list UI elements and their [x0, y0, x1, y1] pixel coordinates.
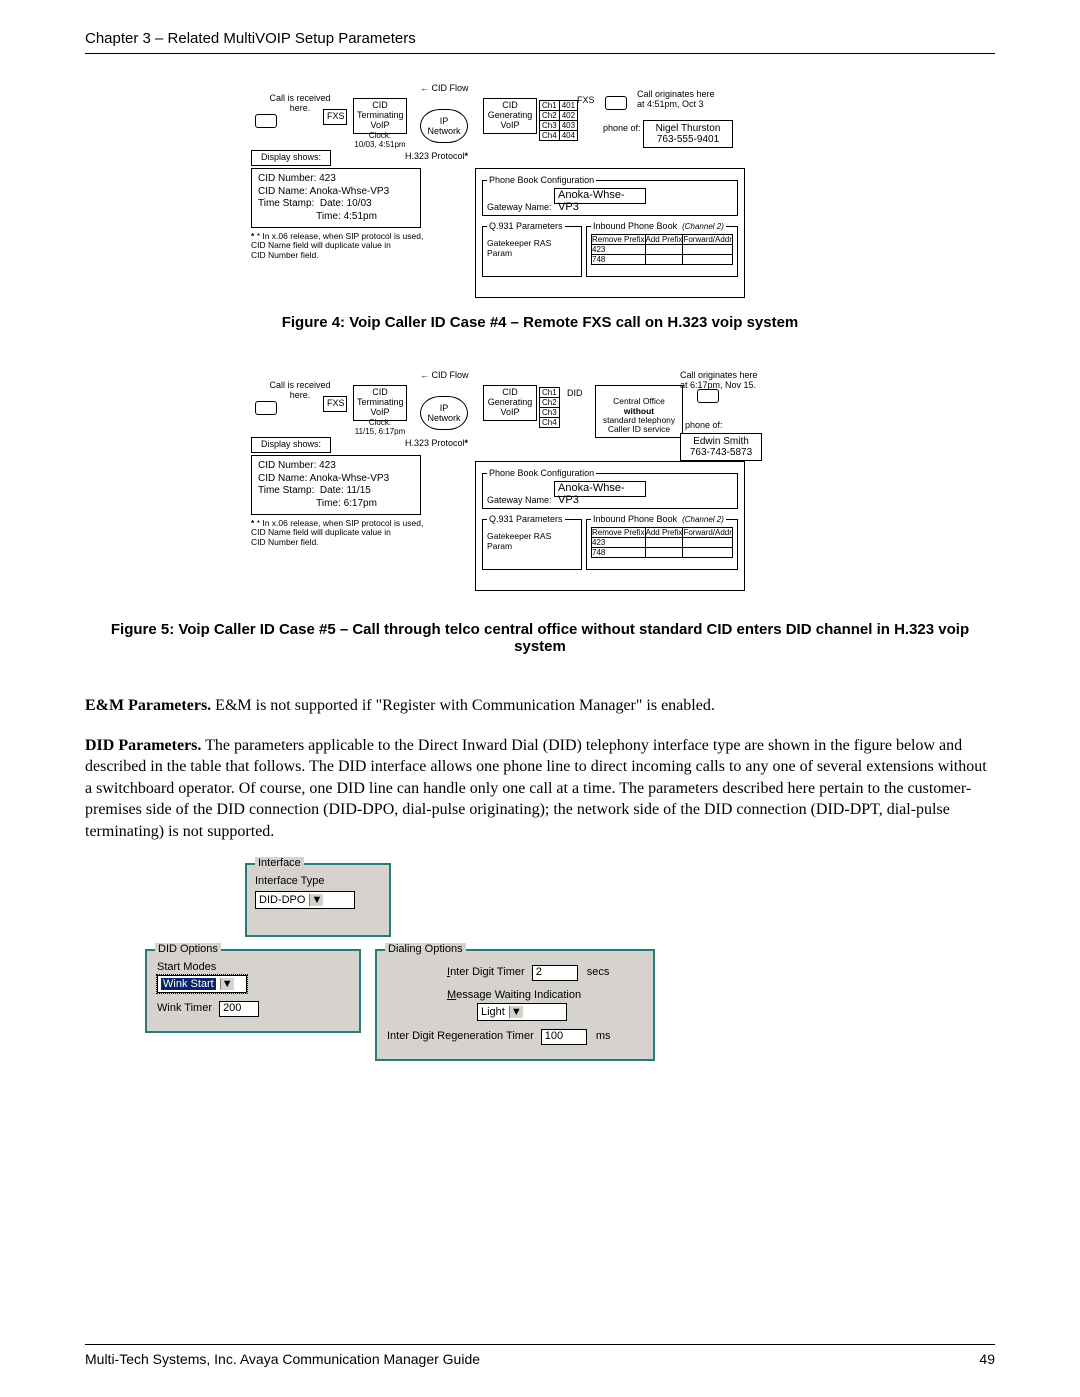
page-number: 49	[979, 1351, 995, 1367]
mwi-select[interactable]: Light▼	[477, 1003, 567, 1021]
wink-timer-input[interactable]: 200	[219, 1001, 259, 1017]
sip-note: * * In x.06 release, when SIP protocol i…	[251, 519, 431, 547]
phone-book-config: Phone Book Configuration Gateway Name: A…	[475, 461, 745, 591]
chevron-down-icon: ▼	[509, 1006, 523, 1018]
ms-label: ms	[596, 1030, 611, 1042]
cid-generating-box: CID Generating VoIP	[483, 98, 537, 134]
display-shows-box: Display shows:	[251, 150, 331, 166]
cid-flow-label: CID Flow	[432, 370, 469, 380]
chevron-down-icon: ▼	[309, 894, 323, 906]
did-text: The parameters applicable to the Direct …	[85, 737, 987, 840]
central-office-box: Central Office without standard telephon…	[595, 385, 683, 438]
did-options-panel: DID Options Start Modes Wink Start▼ Wink…	[145, 949, 361, 1033]
phone-of: phone of:	[603, 124, 641, 134]
clock-label: Clock: 10/03, 4:51pm	[353, 132, 407, 150]
display-shows-box: Display shows:	[251, 437, 331, 453]
interface-panel: Interface Interface Type DID-DPO▼	[245, 863, 391, 937]
did-form: Interface Interface Type DID-DPO▼ DID Op…	[145, 863, 655, 1063]
phone-icon-right	[697, 389, 719, 403]
did-label: DID	[567, 389, 583, 399]
figure4-diagram: CID Flow Call is received here. FXS CID …	[245, 84, 835, 304]
start-modes-label: Start Modes	[157, 961, 349, 973]
fxs-box-left: FXS	[323, 109, 347, 125]
ip-network-cloud: IP Network	[420, 109, 468, 143]
ip-network-cloud: IP Network	[420, 396, 468, 430]
regen-timer-label: Inter Digit Regeneration Timer	[387, 1030, 534, 1042]
h323-label: H.323 Protocol*	[405, 439, 468, 449]
cid-terminating-box: CID Terminating VoIP	[353, 385, 407, 421]
inter-digit-timer-label: Inter Digit Timer	[447, 966, 525, 978]
em-parameters-paragraph: E&M Parameters. E&M is not supported if …	[85, 695, 995, 717]
figure5-diagram: CID Flow Call is received here. FXS CID …	[245, 371, 835, 596]
interface-type-label: Interface Type	[255, 875, 381, 887]
cid-flow-label: CID Flow	[432, 83, 469, 93]
chevron-down-icon: ▼	[220, 978, 234, 990]
call-originates: Call originates here at 4:51pm, Oct 3	[637, 90, 715, 110]
footer-left: Multi-Tech Systems, Inc. Avaya Communica…	[85, 1351, 480, 1367]
dialing-options-legend: Dialing Options	[385, 943, 466, 955]
phone-book-config: Phone Book Configuration Gateway Name: A…	[475, 168, 745, 298]
dialing-options-panel: Dialing Options Inter Digit Timer 2 secs…	[375, 949, 655, 1061]
mwi-label: Message Waiting Indication	[447, 989, 581, 1001]
channel-table: Ch1401 Ch2402 Ch3403 Ch4404	[539, 100, 578, 141]
h323-label: H.323 Protocol*	[405, 152, 468, 162]
call-originates: Call originates here at 6:17pm, Nov 15.	[680, 371, 758, 391]
channel-table: Ch1 Ch2 Ch3 Ch4	[539, 387, 560, 428]
em-lead: E&M Parameters.	[85, 697, 211, 714]
cid-info-box: CID Number: 423 CID Name: Anoka-Whse-VP3…	[251, 455, 421, 515]
page-footer: Multi-Tech Systems, Inc. Avaya Communica…	[85, 1344, 995, 1367]
did-parameters-paragraph: DID Parameters. The parameters applicabl…	[85, 735, 995, 843]
clock-label: Clock: 11/15, 6:17pm	[353, 419, 407, 437]
interface-type-select[interactable]: DID-DPO▼	[255, 891, 355, 909]
phone-of: phone of:	[685, 421, 723, 431]
did-lead: DID Parameters.	[85, 737, 201, 754]
did-options-legend: DID Options	[155, 943, 221, 955]
cid-generating-box: CID Generating VoIP	[483, 385, 537, 421]
phone-icon	[255, 401, 277, 415]
wink-timer-label: Wink Timer	[157, 1002, 212, 1014]
chapter-header: Chapter 3 – Related MultiVOIP Setup Para…	[85, 30, 995, 54]
regen-timer-input[interactable]: 100	[541, 1029, 587, 1045]
phone-owner: Nigel Thurston 763-555-9401	[643, 120, 733, 148]
secs-label: secs	[587, 966, 610, 978]
em-text: E&M is not supported if "Register with C…	[211, 697, 715, 714]
phone-icon	[255, 114, 277, 128]
cid-terminating-box: CID Terminating VoIP	[353, 98, 407, 134]
interface-legend: Interface	[255, 857, 304, 869]
phone-owner: Edwin Smith 763-743-5873	[680, 433, 762, 461]
inter-digit-timer-input[interactable]: 2	[532, 965, 578, 981]
figure5-caption: Figure 5: Voip Caller ID Case #5 – Call …	[85, 621, 995, 655]
start-modes-select[interactable]: Wink Start▼	[157, 975, 247, 993]
figure4-caption: Figure 4: Voip Caller ID Case #4 – Remot…	[85, 314, 995, 331]
cid-info-box: CID Number: 423 CID Name: Anoka-Whse-VP3…	[251, 168, 421, 228]
sip-note: * * In x.06 release, when SIP protocol i…	[251, 232, 431, 260]
phone-icon-right	[605, 96, 627, 110]
fxs-right: FXS	[577, 96, 595, 106]
fxs-box-left: FXS	[323, 396, 347, 412]
